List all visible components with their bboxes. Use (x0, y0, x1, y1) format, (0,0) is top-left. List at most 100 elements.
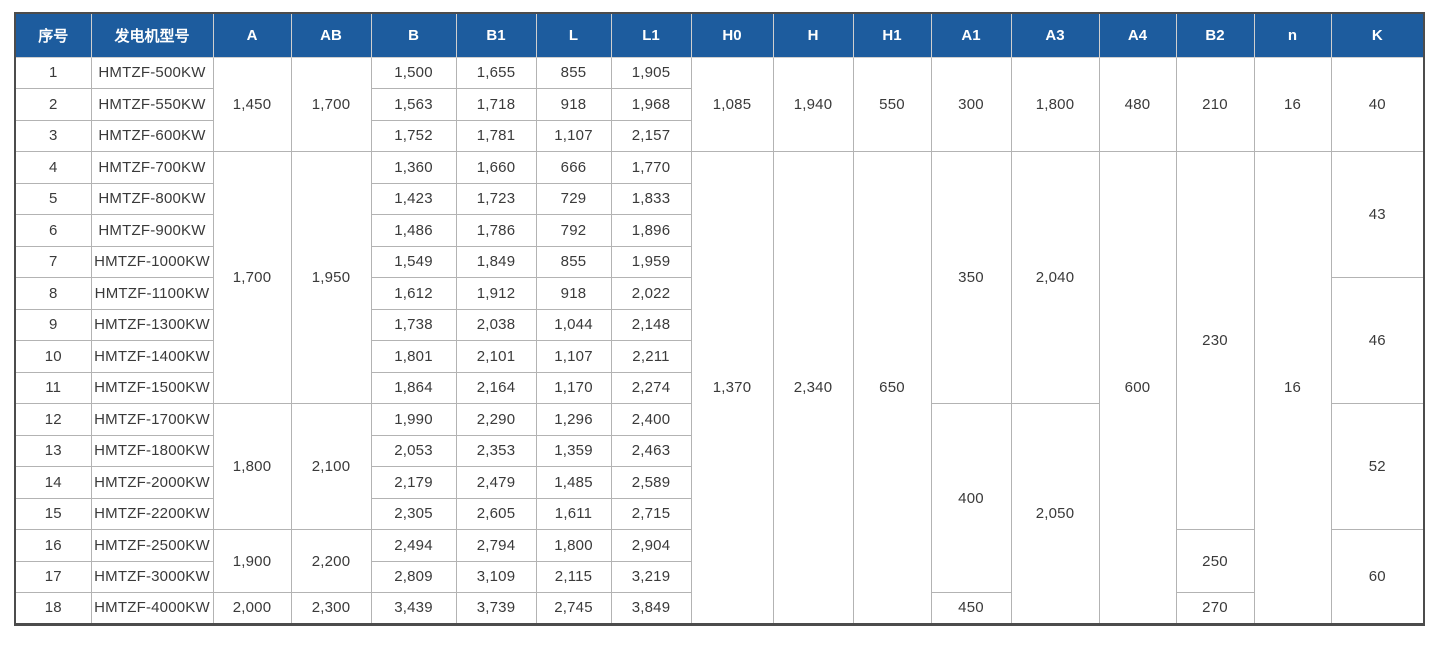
column-header-AB: AB (290, 12, 372, 58)
table-cell: 450 (930, 592, 1012, 625)
table-cell: 1,085 (690, 56, 774, 152)
table-cell: 2,211 (610, 340, 692, 373)
table-cell: 1,781 (455, 119, 537, 152)
table-cell: 1,700 (290, 56, 372, 152)
table-cell: HMTZF-2500KW (90, 529, 214, 562)
table-cell: 918 (535, 88, 612, 121)
table-cell: 1,786 (455, 214, 537, 247)
table-cell: 2,463 (610, 434, 692, 467)
column-header-A: A (212, 12, 292, 58)
table-cell: 1,900 (212, 529, 292, 593)
generator-spec-table: 序号 发电机型号 A AB B B1 L L1 H0 H H1 A1 A3 A4 B2 n K 1 HMTZF-5… (14, 12, 1425, 626)
table-cell: 1,563 (370, 88, 457, 121)
table-cell: 2,157 (610, 119, 692, 152)
table-row: 10 HMTZF-1400KW 1,801 2,101 1,107 2,211 (14, 340, 1424, 373)
table-row: 7 HMTZF-1000KW 1,549 1,849 855 1,959 (14, 245, 1424, 278)
table-row: 8 HMTZF-1100KW 1,612 1,912 918 2,022 46 (14, 277, 1425, 404)
table-cell: 2,164 (455, 371, 537, 404)
table-row: 13 HMTZF-1800KW 2,053 2,353 1,359 2,463 (14, 434, 1424, 467)
table-cell: 43 (1330, 151, 1425, 278)
table-cell: 2,290 (455, 403, 537, 436)
table-cell: 2,274 (610, 371, 692, 404)
table-header: 序号 发电机型号 A AB B B1 L L1 H0 H H1 A1 A3 A4 B2 n K (14, 12, 1425, 58)
table-cell: 2,715 (610, 497, 692, 530)
table-cell: 16 (14, 529, 92, 562)
column-header-n: n (1253, 12, 1332, 58)
table-row: 4 HMTZF-700KW 1,700 1,950 1,360 1,660 666 1,770… (14, 151, 1425, 625)
table-row: 9 HMTZF-1300KW 1,738 2,038 1,044 2,148 (14, 308, 1424, 341)
table-row: 1 HMTZF-500KW 1,450 1,700 1,500 1,655 855 1,905… (14, 56, 1425, 152)
table-cell: 3 (14, 119, 92, 152)
table-cell: 1,940 (772, 56, 854, 152)
table-cell: 1,959 (610, 245, 692, 278)
table-cell: 1,738 (370, 308, 457, 341)
table-cell: 1,107 (535, 119, 612, 152)
table-cell: 9 (14, 308, 92, 341)
table-cell: 7 (14, 245, 92, 278)
page: 序号 发电机型号 A AB B B1 L L1 H0 H H1 A1 A3 A4 B2 n K 1 HMTZF-5… (14, 12, 1425, 626)
table-cell: 10 (14, 340, 92, 373)
table-cell: 2,589 (610, 466, 692, 499)
column-header-L1: L1 (610, 12, 692, 58)
column-header-H0: H0 (690, 12, 774, 58)
table-cell: 3,739 (455, 592, 537, 625)
table-cell: HMTZF-3000KW (90, 560, 214, 593)
table-cell: HMTZF-4000KW (90, 592, 214, 625)
table-cell: 2,904 (610, 529, 692, 562)
table-cell: 2,479 (455, 466, 537, 499)
table-cell: 1,360 (370, 151, 457, 184)
table-cell: 855 (535, 56, 612, 89)
table-cell: 6 (14, 214, 92, 247)
table-cell: HMTZF-900KW (90, 214, 214, 247)
table-cell: 2,200 (290, 529, 372, 593)
table-cell: 1,655 (455, 56, 537, 89)
table-cell: 1,107 (535, 340, 612, 373)
table-cell: HMTZF-1400KW (90, 340, 214, 373)
table-cell: 1,833 (610, 182, 692, 215)
table-row: 18 HMTZF-4000KW 2,000 2,300 3,439 3,739 2,745 3… (14, 592, 1424, 625)
table-cell: 15 (14, 497, 92, 530)
table-cell: 1 (14, 56, 92, 89)
table-cell: 1,485 (535, 466, 612, 499)
table-cell: 14 (14, 466, 92, 499)
table-cell: 1,968 (610, 88, 692, 121)
table-row: 15 HMTZF-2200KW 2,305 2,605 1,611 2,715 (14, 497, 1424, 530)
table-cell: 2,340 (772, 151, 854, 625)
table-cell: 1,905 (610, 56, 692, 89)
table-cell: 1,486 (370, 214, 457, 247)
table-cell: 2,100 (290, 403, 372, 530)
table-cell: 2,605 (455, 497, 537, 530)
table-cell: 350 (930, 151, 1012, 404)
table-cell: HMTZF-700KW (90, 151, 214, 184)
table-cell: 1,450 (212, 56, 292, 152)
table-cell: 16 (1253, 56, 1332, 152)
table-cell: HMTZF-2000KW (90, 466, 214, 499)
table-cell: 60 (1330, 529, 1425, 625)
table-cell: HMTZF-600KW (90, 119, 214, 152)
table-cell: 1,800 (535, 529, 612, 562)
table-cell: 1,700 (212, 151, 292, 404)
table-cell: 270 (1175, 592, 1255, 625)
column-header-L: L (535, 12, 612, 58)
table-cell: 1,896 (610, 214, 692, 247)
table-cell: 2,115 (535, 560, 612, 593)
table-cell: 3,109 (455, 560, 537, 593)
table-cell: 2,809 (370, 560, 457, 593)
table-cell: 1,800 (212, 403, 292, 530)
table-cell: 2,053 (370, 434, 457, 467)
table-cell: 1,723 (455, 182, 537, 215)
table-cell: 2,494 (370, 529, 457, 562)
table-cell: 2,040 (1010, 151, 1100, 404)
table-cell: 1,359 (535, 434, 612, 467)
table-cell: 855 (535, 245, 612, 278)
table-row: 17 HMTZF-3000KW 2,809 3,109 2,115 3,219 (14, 560, 1424, 593)
table-cell: HMTZF-1300KW (90, 308, 214, 341)
table-row: 6 HMTZF-900KW 1,486 1,786 792 1,896 (14, 214, 1424, 247)
column-header-A3: A3 (1010, 12, 1100, 58)
column-header-B1: B1 (455, 12, 537, 58)
table-cell: 5 (14, 182, 92, 215)
table-cell: HMTZF-800KW (90, 182, 214, 215)
table-cell: 12 (14, 403, 92, 436)
table-cell: 250 (1175, 529, 1255, 593)
table-cell: 210 (1175, 56, 1255, 152)
